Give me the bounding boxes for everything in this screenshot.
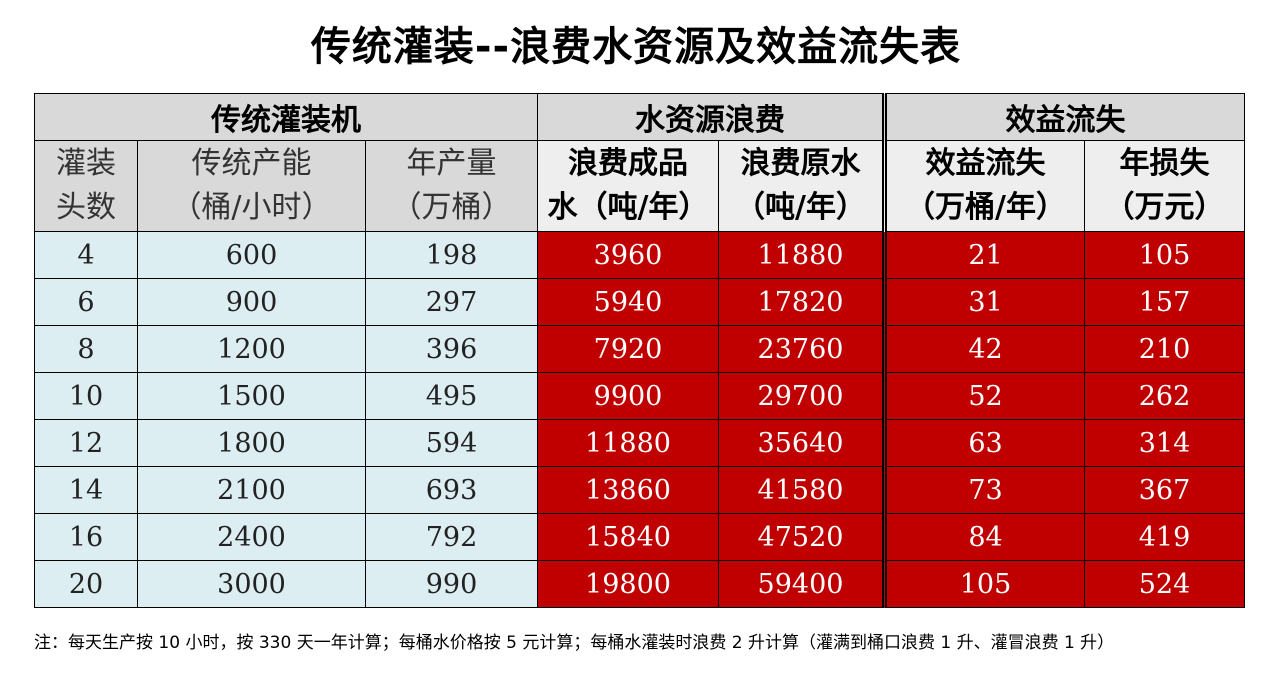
cell-waste-product-water: 13860 <box>537 466 719 514</box>
cell-annual-loss: 314 <box>1084 419 1245 467</box>
group-header-water: 水资源浪费 <box>537 93 885 141</box>
cell-annual-output: 297 <box>365 278 538 326</box>
cell-annual-output: 495 <box>365 372 538 420</box>
cell-waste-raw-water: 59400 <box>718 560 885 608</box>
cell-capacity: 1500 <box>137 372 366 420</box>
column-header-line1: 传统产能 <box>191 146 312 181</box>
cell-heads: 8 <box>34 325 138 373</box>
cell-waste-raw-water: 23760 <box>718 325 885 373</box>
cell-waste-raw-water: 11880 <box>718 231 885 279</box>
table-row: 20 3000 990 19800 59400 105 524 <box>34 560 1245 608</box>
column-header-row: 灌装 头数 传统产能 （桶/小时） 年产量 （万桶） 浪费成品 水（吨/年） 浪… <box>34 140 1245 232</box>
cell-waste-raw-water: 47520 <box>718 513 885 561</box>
cell-annual-output: 693 <box>365 466 538 514</box>
table-row: 12 1800 594 11880 35640 63 314 <box>34 419 1245 467</box>
column-header: 效益流失 （万桶/年） <box>882 140 1085 232</box>
cell-annual-output: 792 <box>365 513 538 561</box>
cell-capacity: 1200 <box>137 325 366 373</box>
column-header-line1: 浪费成品 <box>568 146 688 181</box>
column-header-line1: 年损失 <box>1119 146 1210 181</box>
column-header-line1: 浪费原水 <box>740 146 861 181</box>
cell-waste-raw-water: 17820 <box>718 278 885 326</box>
table-row: 14 2100 693 13860 41580 73 367 <box>34 466 1245 514</box>
cell-annual-output: 198 <box>365 231 538 279</box>
cell-benefit-loss: 31 <box>882 278 1085 326</box>
cell-waste-product-water: 3960 <box>537 231 719 279</box>
group-header-machine: 传统灌装机 <box>34 93 538 141</box>
column-header-line2: （万元） <box>1104 190 1225 225</box>
cell-waste-product-water: 5940 <box>537 278 719 326</box>
table-row: 10 1500 495 9900 29700 52 262 <box>34 372 1245 420</box>
table-row: 6 900 297 5940 17820 31 157 <box>34 278 1245 326</box>
column-header: 年产量 （万桶） <box>365 140 538 232</box>
table-row: 8 1200 396 7920 23760 42 210 <box>34 325 1245 373</box>
cell-heads: 10 <box>34 372 138 420</box>
cell-benefit-loss: 84 <box>882 513 1085 561</box>
column-header: 传统产能 （桶/小时） <box>137 140 366 232</box>
cell-waste-raw-water: 35640 <box>718 419 885 467</box>
table-row: 16 2400 792 15840 47520 84 419 <box>34 513 1245 561</box>
table-row: 4 600 198 3960 11880 21 105 <box>34 231 1245 279</box>
cell-benefit-loss: 73 <box>882 466 1085 514</box>
cell-annual-loss: 367 <box>1084 466 1245 514</box>
cell-heads: 6 <box>34 278 138 326</box>
cell-benefit-loss: 105 <box>882 560 1085 608</box>
cell-waste-product-water: 15840 <box>537 513 719 561</box>
column-header: 浪费成品 水（吨/年） <box>537 140 719 232</box>
column-header: 浪费原水 （吨/年） <box>718 140 885 232</box>
cell-waste-product-water: 19800 <box>537 560 719 608</box>
column-header: 年损失 （万元） <box>1084 140 1245 232</box>
cell-annual-loss: 262 <box>1084 372 1245 420</box>
column-header-line2: （万桶） <box>391 190 512 225</box>
cell-annual-output: 396 <box>365 325 538 373</box>
column-header-line1: 效益流失 <box>925 146 1046 181</box>
column-header-line2: （桶/小时） <box>171 190 332 225</box>
page-title: 传统灌装--浪费水资源及效益流失表 <box>310 24 962 70</box>
cell-annual-output: 990 <box>365 560 538 608</box>
cell-heads: 20 <box>34 560 138 608</box>
column-header-line2: （万桶/年） <box>905 190 1066 225</box>
cell-capacity: 600 <box>137 231 366 279</box>
cell-capacity: 900 <box>137 278 366 326</box>
cell-benefit-loss: 42 <box>882 325 1085 373</box>
cell-annual-loss: 157 <box>1084 278 1245 326</box>
group-header-loss: 效益流失 <box>882 93 1245 141</box>
loss-table: 传统灌装机 水资源浪费 效益流失 灌装 头数 传统产能 （桶/小时） 年产量 （… <box>34 93 1245 608</box>
cell-capacity: 2400 <box>137 513 366 561</box>
cell-annual-output: 594 <box>365 419 538 467</box>
column-header-line2: 头数 <box>56 190 116 225</box>
group-header-row: 传统灌装机 水资源浪费 效益流失 <box>34 93 1245 141</box>
column-header-line2: 水（吨/年） <box>547 190 709 225</box>
footnote: 注：每天生产按 10 小时，按 330 天一年计算；每桶水价格按 5 元计算；每… <box>34 633 1115 653</box>
cell-heads: 12 <box>34 419 138 467</box>
cell-annual-loss: 210 <box>1084 325 1245 373</box>
cell-benefit-loss: 52 <box>882 372 1085 420</box>
cell-waste-raw-water: 41580 <box>718 466 885 514</box>
cell-waste-product-water: 11880 <box>537 419 719 467</box>
column-header-line2: （吨/年） <box>735 190 866 225</box>
cell-heads: 14 <box>34 466 138 514</box>
cell-waste-product-water: 7920 <box>537 325 719 373</box>
cell-waste-raw-water: 29700 <box>718 372 885 420</box>
column-header-line1: 年产量 <box>406 146 497 181</box>
column-header: 灌装 头数 <box>34 140 138 232</box>
cell-waste-product-water: 9900 <box>537 372 719 420</box>
cell-capacity: 3000 <box>137 560 366 608</box>
column-header-line1: 灌装 <box>56 146 116 181</box>
table-body: 传统灌装机 水资源浪费 效益流失 灌装 头数 传统产能 （桶/小时） 年产量 （… <box>34 93 1245 608</box>
cell-annual-loss: 105 <box>1084 231 1245 279</box>
cell-benefit-loss: 21 <box>882 231 1085 279</box>
cell-annual-loss: 419 <box>1084 513 1245 561</box>
cell-heads: 4 <box>34 231 138 279</box>
cell-annual-loss: 524 <box>1084 560 1245 608</box>
cell-capacity: 1800 <box>137 419 366 467</box>
cell-heads: 16 <box>34 513 138 561</box>
cell-benefit-loss: 63 <box>882 419 1085 467</box>
cell-capacity: 2100 <box>137 466 366 514</box>
